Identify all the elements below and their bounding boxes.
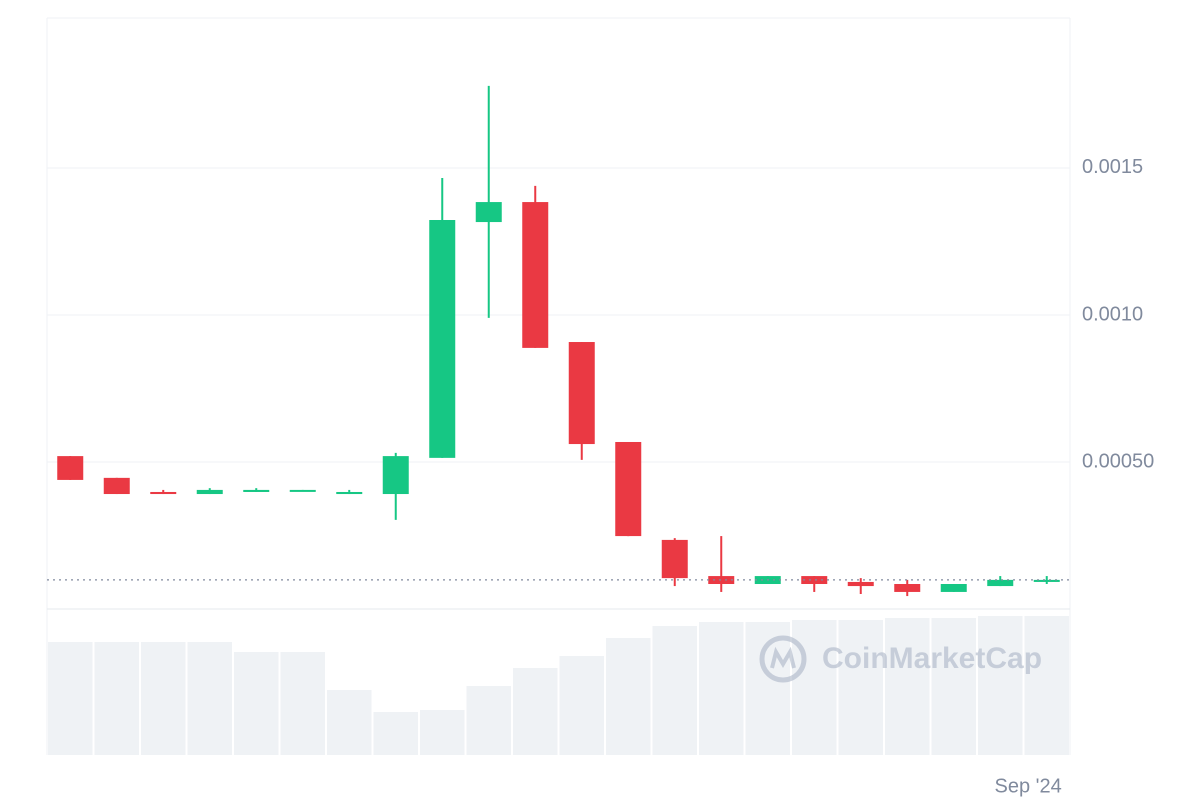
candle-body	[382, 456, 409, 495]
volume-bar	[94, 642, 139, 755]
candle-body	[243, 489, 270, 492]
candle-body	[708, 576, 735, 585]
volume-bar	[559, 656, 604, 755]
y-tick-label: 0.0015	[1082, 156, 1143, 178]
volume-bar	[234, 652, 279, 755]
candle-body	[894, 584, 921, 592]
volume-bar	[1024, 616, 1069, 755]
y-tick-label: 0.0010	[1082, 303, 1143, 325]
x-tick-label: Sep '24	[995, 775, 1062, 797]
volume-bar	[838, 620, 883, 755]
candle-body	[1033, 579, 1060, 582]
candle-body	[429, 219, 456, 458]
volume-bar	[420, 710, 465, 755]
volume-bar	[652, 626, 697, 755]
volume-pane	[48, 616, 1069, 755]
watermark: CoinMarketCap	[759, 635, 1042, 683]
volume-bar	[513, 668, 558, 755]
volume-bar	[931, 618, 976, 755]
candle-body	[847, 581, 874, 587]
watermark-logo-mark	[770, 646, 796, 669]
y-tick-label: 0.00050	[1082, 450, 1154, 472]
candle-body	[987, 579, 1014, 587]
candle-body	[196, 489, 223, 495]
volume-bar	[699, 622, 744, 755]
volume-bar	[48, 642, 93, 755]
candle-body	[336, 491, 363, 495]
volume-bar	[327, 690, 372, 755]
candle-body	[615, 441, 642, 537]
candle-body	[475, 202, 502, 223]
watermark-logo	[759, 635, 807, 683]
volume-bar	[141, 642, 186, 755]
grid	[47, 167, 1070, 463]
candles	[47, 85, 1070, 597]
candle-body	[940, 584, 967, 592]
volume-bar	[187, 642, 232, 755]
volume-bar	[373, 712, 418, 755]
volume-bar	[466, 686, 511, 755]
candle-body	[103, 477, 130, 495]
watermark-text: CoinMarketCap	[822, 642, 1042, 675]
candle-body	[801, 576, 828, 585]
volume-bar	[280, 652, 325, 755]
candle-body	[568, 342, 595, 445]
volume-bar	[606, 638, 651, 755]
candle-body	[522, 202, 549, 348]
volume-bar	[885, 618, 930, 755]
candle-body	[661, 539, 688, 579]
volume-bar	[792, 620, 837, 755]
candle-body	[289, 489, 316, 492]
volume-bar	[978, 616, 1023, 755]
candle-body	[57, 456, 84, 480]
candle-body	[150, 491, 177, 495]
